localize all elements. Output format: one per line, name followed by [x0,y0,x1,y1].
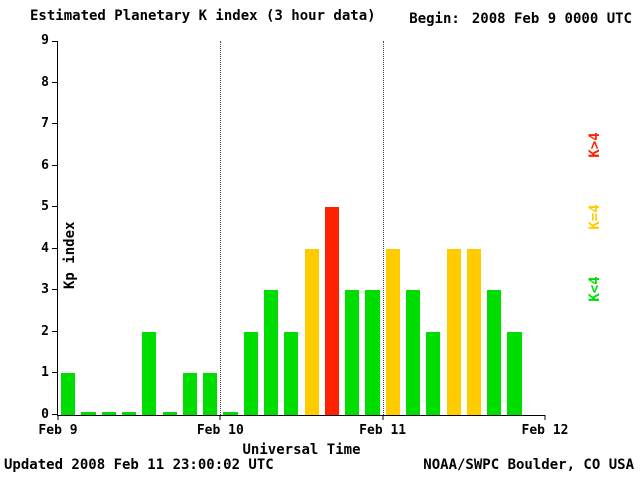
y-tick-label: 8 [41,74,49,90]
day-separator-line [220,41,222,415]
y-axis-label: Kp index [62,221,78,289]
x-tick-mark [544,415,546,420]
x-axis-label: Universal Time [242,442,361,458]
begin-label: Begin: [409,11,460,27]
begin-timestamp: Begin: 2008 Feb 9 0000 UTC [409,11,632,27]
kp-bar [406,290,421,415]
y-tick-label: 9 [41,33,49,48]
x-tick-label: Feb 10 [196,423,244,438]
y-tick-mark [52,289,58,291]
kp-bar [304,248,319,415]
kp-bar [223,412,238,415]
legend-item: K=4 [585,187,605,247]
kp-bar [284,331,299,415]
kp-bar [121,412,137,415]
kp-bar [487,290,502,415]
kp-bar [345,290,360,415]
legend-label: K=4 [587,204,603,230]
kp-bar [507,331,522,415]
kp-bar [426,331,441,415]
kp-bar [324,207,340,415]
y-tick-mark [52,164,58,166]
kp-bar [61,373,76,415]
kp-bar [263,290,279,415]
kp-bar [365,290,380,415]
legend-label: K<4 [587,276,603,302]
kp-bar [81,412,96,415]
y-tick-mark [52,206,58,208]
plot-area: Kp index Universal Time 0 1 2 3 4 5 6 7 8 9 Feb 9 F… [38,33,568,458]
y-tick-mark [52,414,58,415]
y-tick-mark [52,81,58,83]
kp-bar [101,412,116,415]
source-attribution: NOAA/SWPC Boulder, CO USA [423,457,634,473]
kp-bar [466,248,482,415]
kp-bar [385,248,400,415]
legend: K>4 K=4 K<4 [585,115,605,319]
y-tick-label: 3 [41,282,49,298]
y-tick-mark [52,372,58,374]
legend-item: K<4 [585,259,605,319]
kp-bar [446,248,461,415]
kp-bar [243,331,258,415]
y-tick-label: 7 [41,116,49,132]
x-tick-label: Feb 11 [359,423,407,438]
y-tick-mark [52,247,58,249]
y-tick-label: 4 [41,240,49,256]
kp-bar [162,412,177,415]
y-tick-label: 0 [41,407,49,422]
y-tick-label: 1 [41,365,49,381]
chart-title: Estimated Planetary K index (3 hour data… [30,8,376,24]
kp-bar [142,331,157,415]
x-tick-mark [57,415,59,420]
begin-value: 2008 Feb 9 0000 UTC [471,11,632,27]
legend-label: K>4 [587,132,603,158]
y-tick-mark [52,330,58,332]
y-tick-label: 5 [41,199,49,215]
updated-timestamp: Updated 2008 Feb 11 23:00:02 UTC [4,457,274,473]
y-tick-mark [52,41,58,42]
x-tick-label: Feb 9 [38,423,78,438]
x-tick-mark [219,415,221,420]
x-tick-mark [382,415,384,420]
day-separator-line [382,41,384,415]
y-tick-label: 6 [41,157,49,173]
kp-bar [182,373,197,415]
x-tick-label: Feb 12 [521,423,569,438]
legend-item: K>4 [585,115,605,175]
kp-bar [203,373,218,415]
y-tick-mark [52,123,58,125]
y-tick-label: 2 [41,323,49,339]
